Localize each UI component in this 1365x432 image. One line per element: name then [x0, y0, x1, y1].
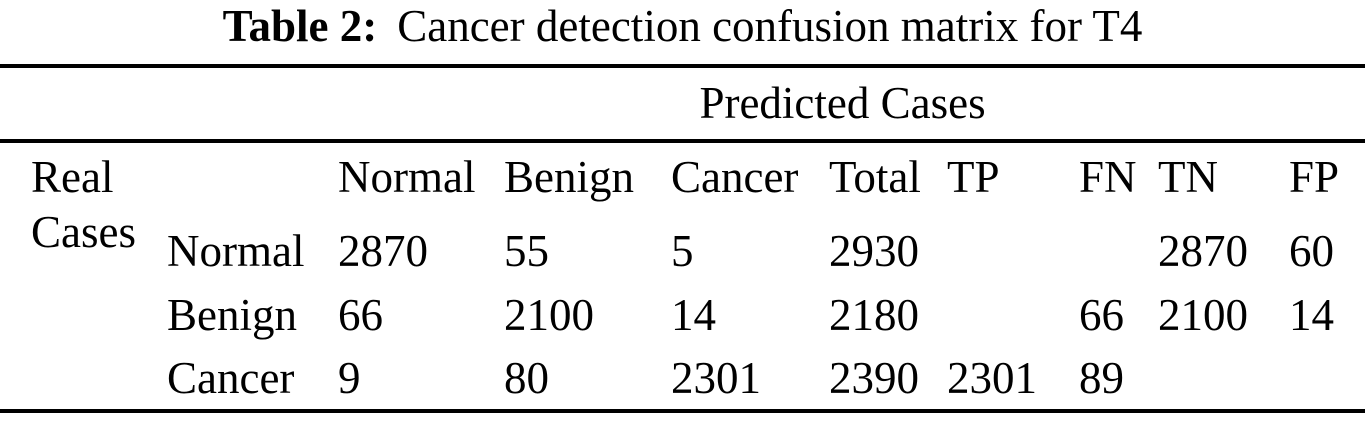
cell-benign-normal: 66	[338, 289, 383, 340]
column-header-row: Real Cases Normal Benign Cancer Total TP…	[0, 141, 1365, 257]
stub-spacer-cell	[0, 347, 167, 411]
col-header-tp: TP	[947, 152, 1000, 202]
cell-benign-fn: 66	[1079, 289, 1124, 340]
cell-benign-benign: 2100	[504, 289, 594, 340]
stub-line-2: Cases	[31, 207, 136, 257]
cell-cancer-benign: 80	[504, 352, 549, 403]
confusion-matrix-table: Predicted Cases Real Cases Normal Benign…	[0, 64, 1365, 413]
cell-normal-fn	[1079, 219, 1158, 283]
cell-normal-normal: 2870	[338, 225, 428, 276]
table-row-cancer: Cancer 9 80 2301 2390 2301 89	[0, 347, 1365, 411]
cell-cancer-cancer: 2301	[671, 352, 761, 403]
row-header-cancer: Cancer	[167, 352, 295, 403]
cell-cancer-tn	[1158, 347, 1289, 411]
spanner-row: Predicted Cases	[0, 66, 1365, 143]
col-header-fp: FP	[1289, 152, 1340, 202]
cell-cancer-fn: 89	[1079, 352, 1124, 403]
cell-normal-tn: 2870	[1158, 225, 1248, 276]
cell-benign-tn: 2100	[1158, 289, 1248, 340]
col-header-cancer: Cancer	[671, 152, 799, 202]
cell-normal-total: 2930	[829, 225, 919, 276]
stub-spacer-cell	[0, 283, 167, 347]
stub-line-1: Real	[31, 152, 114, 202]
row-header-benign: Benign	[167, 289, 297, 340]
cell-benign-cancer: 14	[671, 289, 716, 340]
cell-benign-fp: 14	[1289, 289, 1334, 340]
cell-normal-tp	[947, 219, 1079, 283]
row-header-normal: Normal	[167, 225, 305, 276]
cell-normal-cancer: 5	[671, 225, 694, 276]
col-header-normal: Normal	[338, 152, 476, 202]
caption-text: Cancer detection confusion matrix for T4	[397, 1, 1143, 51]
cell-cancer-fp	[1289, 347, 1365, 411]
cell-normal-fp: 60	[1289, 225, 1334, 276]
cell-normal-benign: 55	[504, 225, 549, 276]
spanner-predicted-cases: Predicted Cases	[338, 66, 1365, 143]
col-header-tn: TN	[1158, 152, 1218, 202]
col-header-total: Total	[829, 152, 921, 202]
cell-benign-tp	[947, 283, 1079, 347]
stub-real-cases: Real Cases	[0, 141, 167, 283]
cell-cancer-total: 2390	[829, 352, 919, 403]
cell-cancer-normal: 9	[338, 352, 361, 403]
caption-label: Table 2:	[222, 1, 378, 51]
spanner-spacer	[0, 66, 338, 143]
cell-benign-total: 2180	[829, 289, 919, 340]
col-header-fn: FN	[1079, 152, 1137, 202]
cell-cancer-tp: 2301	[947, 352, 1037, 403]
table-row-normal: Normal 2870 55 5 2930 2870 60	[0, 219, 1365, 283]
col-header-benign: Benign	[504, 152, 634, 202]
table-caption: Table 2: Cancer detection confusion matri…	[0, 0, 1365, 64]
table-row-benign: Benign 66 2100 14 2180 66 2100 14	[0, 283, 1365, 347]
row-label-column-spacer	[167, 141, 338, 219]
